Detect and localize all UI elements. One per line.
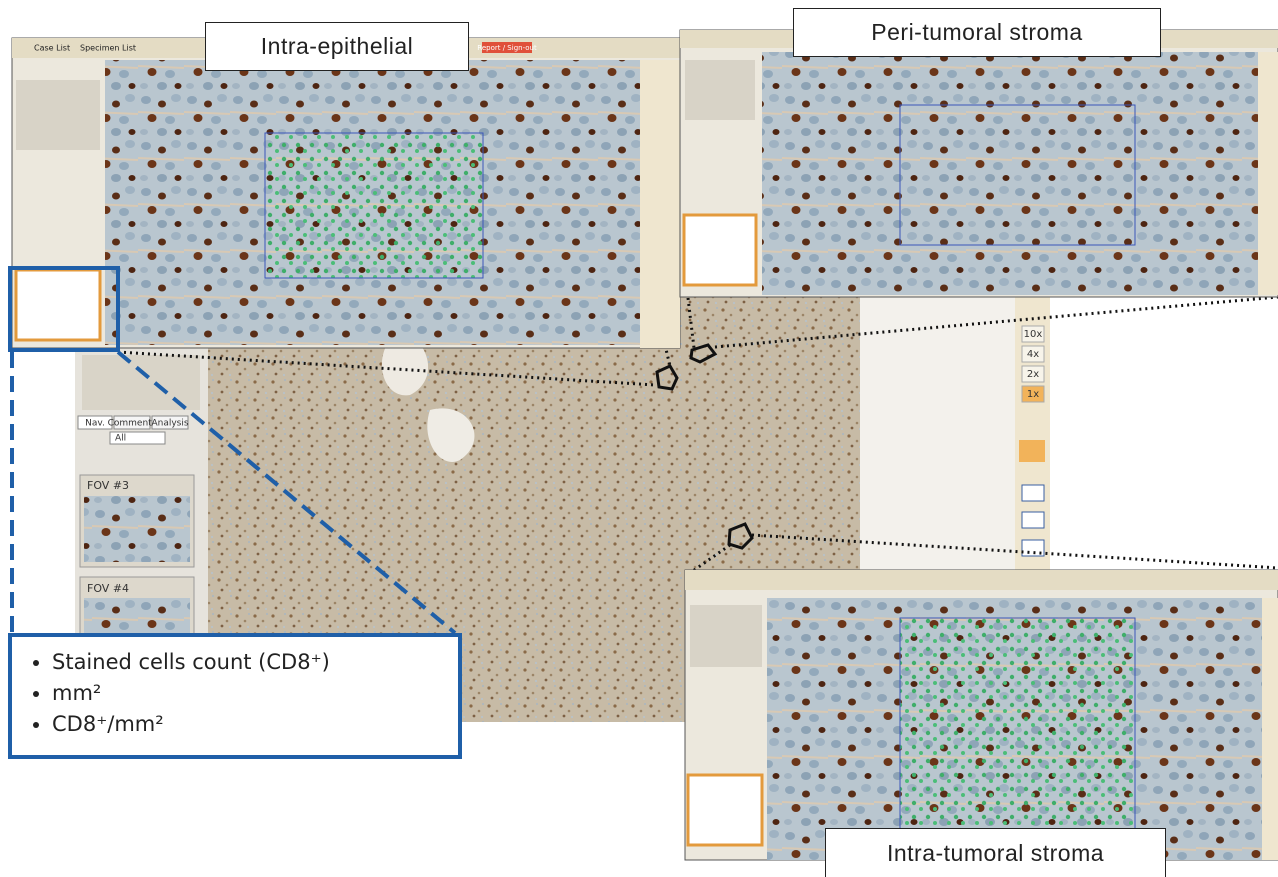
thumbnail	[82, 355, 200, 410]
result-box	[684, 215, 756, 285]
metric: mm²	[52, 678, 458, 709]
result-box	[16, 270, 100, 340]
zoom-label[interactable]: 1x	[1027, 389, 1039, 400]
side-toolbar	[1262, 598, 1278, 860]
panel-label: Intra-tumoral stroma	[825, 828, 1166, 877]
fov-label[interactable]: FOV #3	[87, 479, 129, 492]
thumbnail	[16, 80, 100, 150]
tool-icon[interactable]	[1019, 440, 1045, 462]
fov-box	[265, 133, 483, 278]
tab-label[interactable]: Analysis	[151, 419, 188, 429]
fov-thumbnail	[84, 496, 190, 562]
fov-label[interactable]: FOV #4	[87, 582, 129, 595]
zoom-label[interactable]: 4x	[1027, 349, 1039, 360]
toolbar	[685, 570, 1278, 590]
tool-icon[interactable]	[1022, 512, 1044, 528]
micrograph	[762, 52, 1258, 295]
result-box	[688, 775, 762, 845]
tool-icon[interactable]	[1022, 485, 1044, 501]
metric: Stained cells count (CD8⁺)	[52, 647, 458, 678]
dropdown-label[interactable]: All	[115, 434, 126, 444]
toolbar-button[interactable]: Specimen List	[80, 44, 136, 53]
toolbar-button[interactable]: Case List	[34, 44, 70, 53]
metrics-box: Stained cells count (CD8⁺) mm² CD8⁺/mm²	[8, 633, 462, 759]
tab-label[interactable]: Nav.	[85, 419, 105, 429]
thumbnail	[685, 60, 755, 120]
fov-box	[900, 618, 1135, 858]
side-toolbar	[640, 60, 680, 348]
thumbnail	[690, 605, 762, 667]
zoom-label[interactable]: 10x	[1024, 329, 1043, 340]
metrics-list: Stained cells count (CD8⁺) mm² CD8⁺/mm²	[12, 647, 458, 740]
fov-thumbnail	[84, 598, 190, 635]
panel-label: Peri-tumoral stroma	[793, 8, 1161, 57]
report-label[interactable]: Report / Sign-out	[477, 44, 537, 52]
metric: CD8⁺/mm²	[52, 709, 458, 740]
side-toolbar	[1258, 52, 1278, 295]
tab-label[interactable]: Comments	[108, 419, 157, 429]
figure: Nav. Comments Analysis All FOV #3 FOV #4…	[0, 0, 1278, 876]
panel-label: Intra-epithelial	[205, 22, 469, 71]
zoom-label[interactable]: 2x	[1027, 369, 1039, 380]
